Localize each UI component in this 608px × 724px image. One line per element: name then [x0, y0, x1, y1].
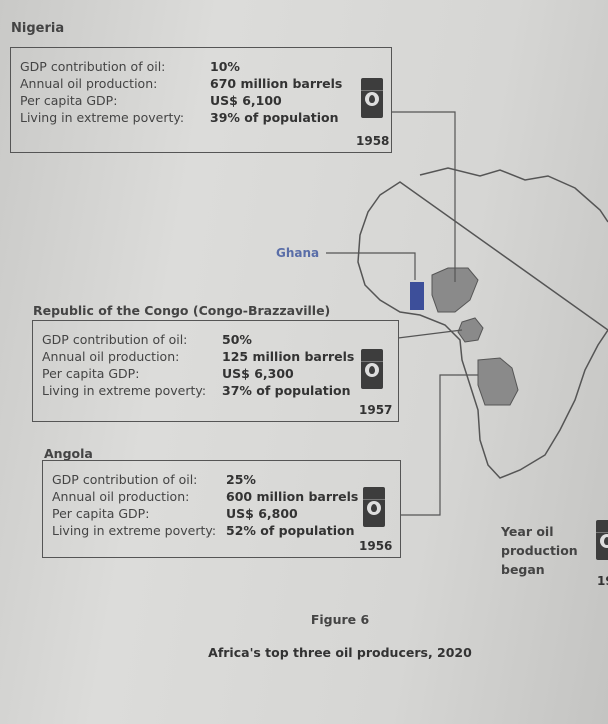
year-began: 1957 — [359, 403, 393, 417]
value: 670 million barrels — [210, 76, 343, 91]
value: 10% — [210, 59, 240, 74]
africa-outline — [357, 167, 608, 479]
label: GDP contribution of oil: — [42, 332, 188, 347]
oil-barrel-icon — [361, 349, 383, 389]
label: Per capita GDP: — [52, 506, 150, 521]
label: GDP contribution of oil: — [52, 472, 198, 487]
value: 50% — [222, 332, 252, 347]
value: 25% — [226, 472, 256, 487]
figure-caption: Africa's top three oil producers, 2020 — [208, 645, 472, 660]
label: Annual oil production: — [20, 76, 158, 91]
value: US$ 6,100 — [210, 93, 282, 108]
congo-pointer — [397, 329, 463, 339]
label: Living in extreme poverty: — [20, 110, 185, 125]
value: 52% of population — [226, 523, 355, 538]
country-heading: Angola — [44, 446, 93, 461]
angola-pointer — [400, 374, 478, 516]
value: US$ 6,300 — [222, 366, 294, 381]
legend-year: 19 — [597, 574, 608, 588]
legend-text: Year oil production began — [501, 524, 578, 577]
value: 600 million barrels — [226, 489, 359, 504]
country-heading: Nigeria — [11, 21, 65, 36]
oil-barrel-icon — [361, 78, 383, 118]
value: US$ 6,800 — [226, 506, 298, 521]
country-card-angola: GDP contribution of oil: 25% Annual oil p… — [42, 460, 401, 558]
map-congo — [457, 317, 484, 343]
nigeria-pointer — [392, 111, 456, 282]
value: 125 million barrels — [222, 349, 355, 364]
label: GDP contribution of oil: — [20, 59, 166, 74]
map-ghana — [410, 282, 424, 310]
map-angola — [477, 357, 519, 406]
figure-number: Figure 6 — [310, 612, 370, 627]
label: Per capita GDP: — [20, 93, 118, 108]
year-began: 1956 — [359, 539, 393, 553]
country-card-congo: GDP contribution of oil: 50% Annual oil p… — [32, 320, 399, 422]
label: Per capita GDP: — [42, 366, 140, 381]
label: Living in extreme poverty: — [42, 383, 207, 398]
oil-barrel-icon — [363, 487, 385, 527]
country-heading: Republic of the Congo (Congo-Brazzaville… — [33, 303, 331, 318]
label: Annual oil production: — [42, 349, 180, 364]
ghana-pointer — [326, 252, 416, 280]
ghana-label: Ghana — [276, 246, 320, 260]
label: Living in extreme poverty: — [52, 523, 217, 538]
value: 39% of population — [210, 110, 339, 125]
oil-barrel-icon — [596, 520, 608, 560]
year-began: 1958 — [356, 134, 390, 148]
country-card-nigeria: GDP contribution of oil: 10% Annual oil p… — [10, 47, 392, 153]
value: 37% of population — [222, 383, 351, 398]
label: Annual oil production: — [52, 489, 190, 504]
